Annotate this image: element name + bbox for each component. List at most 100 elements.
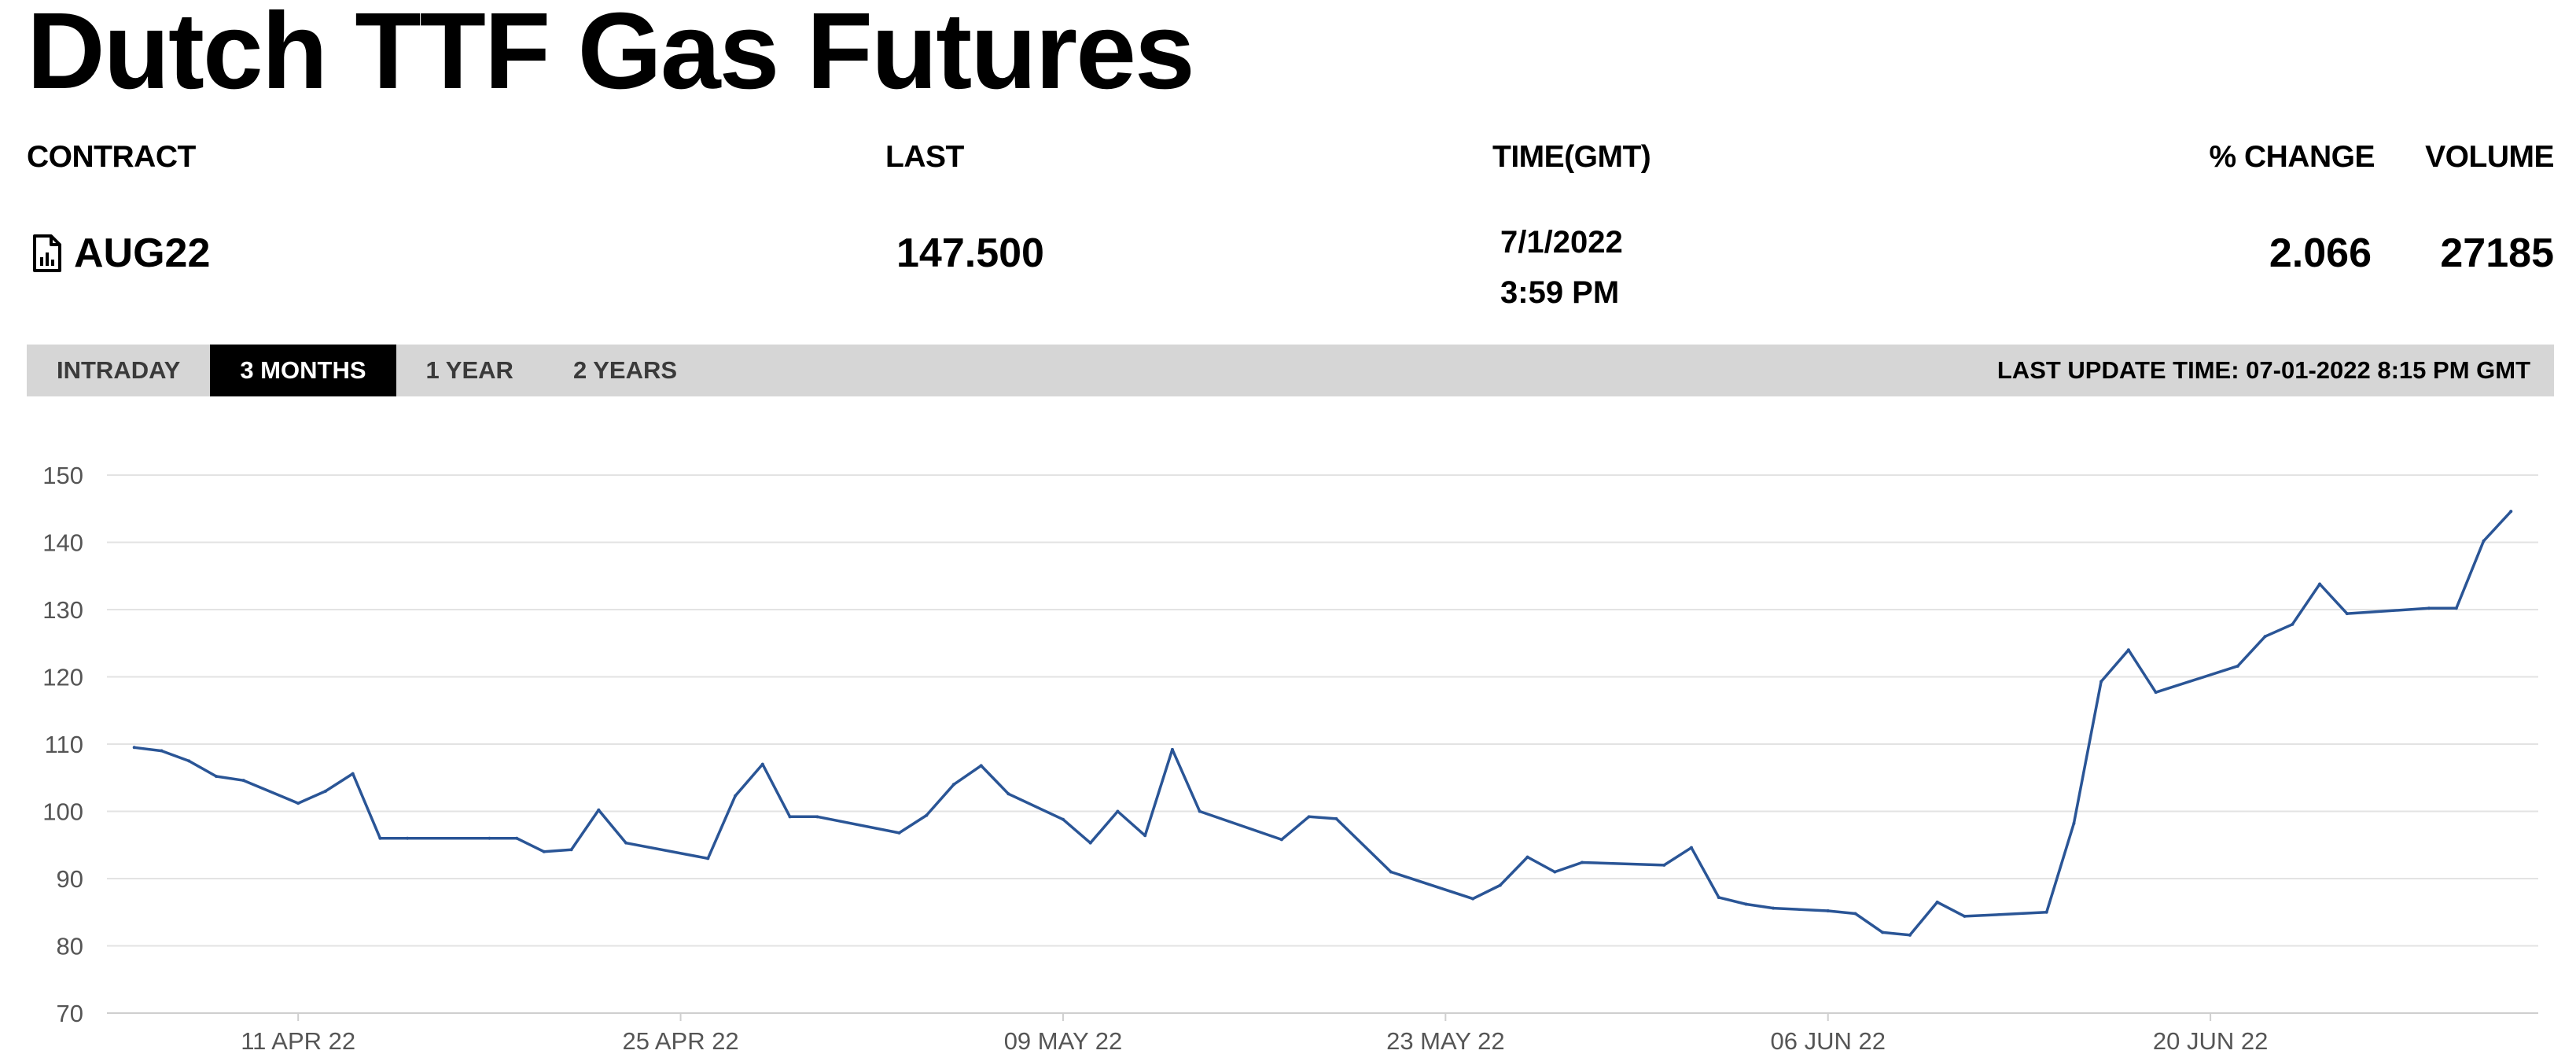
- y-tick-label: 100: [42, 798, 83, 826]
- data-point: [1717, 895, 1720, 899]
- data-point: [1334, 816, 1338, 820]
- last-value: 147.500: [896, 230, 1044, 276]
- data-point: [1525, 855, 1529, 859]
- time-value: 7/1/2022 3:59 PM: [1500, 217, 1623, 318]
- y-tick-label: 130: [42, 596, 83, 624]
- data-point: [323, 789, 327, 793]
- change-value: 2.066: [2269, 230, 2372, 276]
- data-point: [214, 775, 218, 779]
- data-point: [706, 857, 710, 861]
- data-point: [2072, 821, 2076, 825]
- data-point: [542, 849, 546, 853]
- data-point: [760, 762, 764, 766]
- data-point: [2126, 648, 2130, 652]
- data-point: [788, 815, 792, 819]
- data-point: [2427, 606, 2431, 610]
- data-point: [1935, 900, 1939, 904]
- contract-cell[interactable]: AUG22: [31, 230, 210, 277]
- data-point: [1279, 838, 1283, 842]
- data-point: [1662, 863, 1666, 867]
- data-point: [624, 841, 628, 845]
- data-point: [734, 794, 738, 798]
- data-point: [406, 836, 410, 840]
- data-point: [1908, 933, 1912, 937]
- volume-value: 27185: [2440, 230, 2554, 276]
- data-point: [1471, 897, 1475, 901]
- time-date: 7/1/2022: [1500, 225, 1623, 260]
- data-point: [1826, 909, 1830, 913]
- data-point: [1881, 931, 1885, 934]
- contract-value: AUG22: [74, 230, 211, 276]
- data-point: [1143, 834, 1147, 838]
- data-point: [925, 813, 929, 817]
- y-tick-label: 80: [57, 933, 83, 960]
- chart-grid: [107, 474, 2538, 1014]
- y-tick-label: 140: [42, 529, 83, 557]
- price-series-line: [132, 510, 2513, 937]
- header-contract: CONTRACT: [27, 140, 196, 174]
- data-point: [1170, 747, 1174, 751]
- page-title: Dutch TTF Gas Futures: [27, 0, 1195, 112]
- tab-3-months[interactable]: 3 MONTHS: [210, 345, 396, 396]
- data-point: [1006, 792, 1010, 796]
- data-point: [597, 808, 601, 812]
- data-point: [569, 848, 573, 852]
- data-point: [378, 836, 382, 840]
- series-points: [132, 510, 2513, 937]
- data-point: [1963, 914, 1967, 918]
- data-point: [1690, 846, 1694, 849]
- data-point: [1088, 841, 1092, 845]
- data-point: [1198, 809, 1202, 813]
- y-axis-ticks: 70 80 90 100 110 120 130 140 150: [42, 462, 83, 1027]
- data-point: [2044, 910, 2048, 914]
- data-point: [2482, 539, 2486, 543]
- data-point: [488, 836, 491, 840]
- data-point: [241, 779, 245, 783]
- data-point: [1389, 870, 1393, 874]
- data-point: [2291, 622, 2294, 626]
- data-point: [2345, 612, 2349, 616]
- data-point: [2454, 606, 2458, 610]
- header-last: LAST: [885, 140, 964, 174]
- y-tick-label: 110: [45, 731, 83, 758]
- data-point: [1581, 861, 1584, 864]
- data-point: [160, 749, 164, 753]
- data-point: [2236, 664, 2239, 668]
- x-axis-ticks: 11 APR 22 25 APR 22 09 MAY 22 23 MAY 22 06 J…: [241, 1013, 2268, 1054]
- data-point: [2509, 510, 2513, 514]
- x-tick-label: 11 APR 22: [241, 1027, 355, 1054]
- data-point: [1498, 883, 1502, 887]
- y-tick-label: 120: [42, 664, 83, 691]
- price-chart: 70 80 90 100 110 120 130 140 150 11 APR 22 25 APR…: [42, 462, 2538, 1054]
- y-tick-label: 150: [42, 462, 83, 489]
- range-tab-bar: INTRADAY 3 MONTHS 1 YEAR 2 YEARS LAST UP…: [27, 345, 2554, 396]
- data-point: [1853, 912, 1857, 916]
- y-tick-label: 70: [57, 1000, 83, 1027]
- data-point: [1116, 809, 1120, 813]
- tab-1-year[interactable]: 1 YEAR: [425, 356, 513, 384]
- data-point: [1307, 815, 1311, 819]
- x-tick-label: 20 JUN 22: [2153, 1027, 2268, 1054]
- y-tick-label: 90: [57, 865, 83, 893]
- data-point: [1553, 870, 1557, 874]
- data-point: [951, 783, 955, 787]
- data-point: [1744, 902, 1748, 906]
- document-chart-icon[interactable]: [31, 234, 63, 273]
- data-point: [815, 815, 819, 819]
- x-tick-label: 06 JUN 22: [1770, 1027, 1885, 1054]
- data-point: [132, 746, 136, 750]
- x-tick-label: 09 MAY 22: [1004, 1027, 1123, 1054]
- data-point: [979, 764, 983, 768]
- tab-intraday[interactable]: INTRADAY: [57, 356, 181, 384]
- data-point: [1061, 817, 1065, 821]
- data-point: [296, 802, 300, 805]
- data-point: [2263, 635, 2267, 639]
- x-tick-label: 25 APR 22: [622, 1027, 738, 1054]
- data-point: [2154, 691, 2158, 695]
- data-point: [1772, 906, 1776, 910]
- data-point: [515, 836, 519, 840]
- data-point: [2318, 582, 2322, 586]
- tab-2-years[interactable]: 2 YEARS: [572, 356, 678, 384]
- header-volume: VOLUME: [2425, 140, 2554, 174]
- x-tick-label: 23 MAY 22: [1386, 1027, 1505, 1054]
